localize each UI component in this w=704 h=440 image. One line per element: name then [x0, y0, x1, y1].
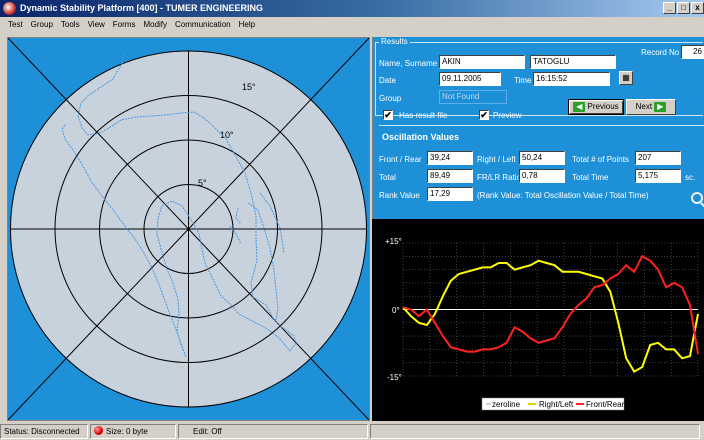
arrow-left-icon: ◀: [573, 101, 586, 112]
total-field[interactable]: 89,49: [427, 169, 473, 183]
chart-legend: zeroline Right/Left Front/Rear: [481, 397, 625, 411]
total-label: Total: [379, 173, 396, 182]
oscillation-line-chart: +15° 0° -15° zeroline Right/Left Front/R…: [385, 237, 699, 411]
time-unit-label: sc.: [685, 173, 696, 182]
menu-group[interactable]: Group: [30, 20, 53, 29]
ring-label-10: 10°: [220, 130, 234, 140]
ratio-label: FR/LR Ratio: [477, 173, 522, 182]
legend-label-zeroline: zeroline: [492, 400, 521, 409]
oscillation-chart-panel: +15° 0° -15° zeroline Right/Left Front/R…: [372, 219, 704, 421]
app-icon: [3, 2, 16, 15]
oscillation-heading: Oscillation Values: [382, 132, 460, 142]
total-time-field[interactable]: 5,175: [635, 169, 681, 183]
previous-button[interactable]: ◀ Previous: [568, 99, 624, 115]
close-button[interactable]: x: [691, 2, 704, 14]
rank-note: (Rank Value: Total Oscillation Value / T…: [477, 191, 649, 200]
maximize-button[interactable]: □: [677, 2, 690, 14]
menu-tools[interactable]: Tools: [60, 20, 80, 29]
menu-communication[interactable]: Communication: [175, 20, 231, 29]
points-label: Total # of Points: [572, 155, 629, 164]
y-tick-label-zero: 0°: [392, 306, 400, 315]
name-label: Name, Surname: [379, 59, 438, 68]
series-line-front-rear: [402, 254, 699, 354]
group-label: Group: [379, 94, 402, 103]
ratio-field[interactable]: 0,78: [519, 169, 565, 183]
menu-forms[interactable]: Forms: [112, 20, 136, 29]
right-left-label: Right / Left: [477, 155, 516, 164]
window-controls: _ □ x: [663, 2, 704, 15]
section-divider: [379, 125, 704, 126]
stability-plot-panel: 15° 10° 5°: [7, 37, 370, 421]
has-result-checkbox[interactable]: ✔: [383, 110, 393, 120]
status-size: Size: 0 byte: [106, 427, 148, 436]
time-label: Time: [514, 76, 532, 85]
menu-view[interactable]: View: [87, 20, 105, 29]
status-connection: Status: Disconnected: [0, 424, 88, 439]
legend-label-right-left: Right/Left: [539, 400, 574, 409]
trace-path: [61, 53, 297, 358]
next-button[interactable]: Next ▶: [626, 99, 676, 115]
front-rear-field[interactable]: 39,24: [427, 151, 473, 165]
arrow-right-icon: ▶: [654, 101, 667, 112]
ring-label-15: 15°: [242, 82, 256, 92]
preview-checkbox[interactable]: ✔: [479, 110, 489, 120]
next-button-label: Next: [635, 102, 653, 111]
legend-box: [481, 397, 625, 411]
front-rear-label: Front / Rear: [379, 155, 422, 164]
preview-label: Preview: [493, 111, 522, 120]
menu-bar: Test Group Tools View Forms Modify Commu…: [0, 17, 704, 32]
first-name-field[interactable]: AKIN: [439, 55, 525, 69]
status-size-cell: Size: 0 byte: [90, 424, 176, 439]
zoom-icon[interactable]: [691, 192, 703, 204]
stability-polar-plot: 15° 10° 5°: [8, 38, 369, 420]
status-empty: [370, 424, 700, 439]
results-group-title: Results: [379, 37, 410, 46]
title-bar[interactable]: Dynamic Stability Platform [400] - TUMER…: [0, 0, 704, 17]
calendar-icon[interactable]: ▦: [619, 71, 633, 85]
ring-label-5: 5°: [198, 178, 207, 188]
y-tick-label-bottom: -15°: [387, 373, 402, 382]
right-left-field[interactable]: 50,24: [519, 151, 565, 165]
trace-path-secondary: [229, 192, 285, 321]
previous-button-label: Previous: [587, 102, 619, 111]
group-field: Not Found: [439, 90, 507, 104]
disconnected-indicator-icon: [94, 426, 103, 435]
status-bar: Status: Disconnected Size: 0 byte Edit: …: [0, 424, 704, 440]
rank-field[interactable]: 17,29: [427, 187, 473, 201]
y-tick-label-top: +15°: [385, 237, 402, 246]
record-no-label: Record No: [641, 48, 680, 57]
rank-label: Rank Value: [379, 191, 420, 200]
legend-label-front-rear: Front/Rear: [586, 400, 625, 409]
date-field[interactable]: 09.11.2005: [439, 72, 501, 86]
window-title: Dynamic Stability Platform [400] - TUMER…: [20, 3, 264, 13]
time-field[interactable]: 16:15:52: [533, 72, 610, 86]
status-edit: Edit: Off: [178, 424, 368, 439]
date-label: Date: [379, 76, 396, 85]
menu-test[interactable]: Test: [8, 20, 23, 29]
menu-modify[interactable]: Modify: [143, 20, 168, 29]
results-panel: Results Name, Surname AKIN TATOGLU Recor…: [372, 37, 704, 219]
record-no-field[interactable]: 26: [681, 45, 704, 59]
menu-help[interactable]: Help: [238, 20, 256, 29]
points-field[interactable]: 207: [635, 151, 681, 165]
sway-trace: [61, 53, 297, 358]
series-line-right-left: [402, 259, 699, 373]
minimize-button[interactable]: _: [663, 2, 676, 14]
has-result-label: Has result file: [399, 111, 448, 120]
total-time-label: Total Time: [572, 173, 609, 182]
results-group-box: Results: [375, 37, 703, 116]
last-name-field[interactable]: TATOGLU: [530, 55, 616, 69]
